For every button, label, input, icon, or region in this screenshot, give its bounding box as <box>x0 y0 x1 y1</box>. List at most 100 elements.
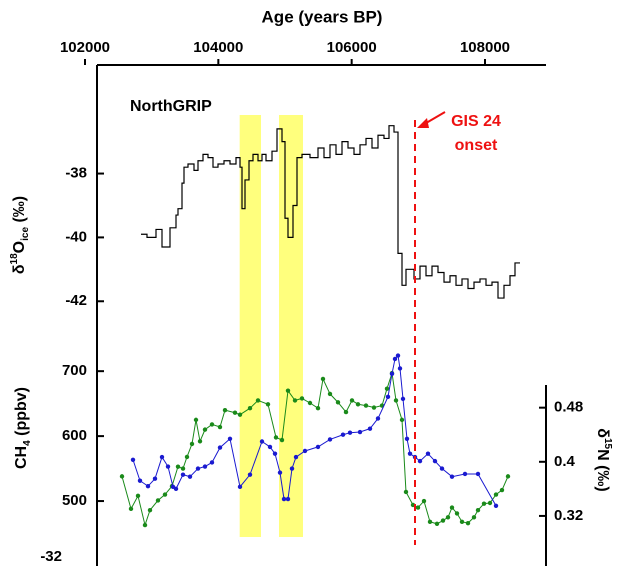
x-axis-title: Age (years BP) <box>262 7 383 26</box>
data-point <box>152 476 158 481</box>
data-point <box>202 464 208 469</box>
data-point <box>349 398 355 403</box>
data-point <box>237 412 243 417</box>
data-point <box>267 444 273 450</box>
data-point <box>499 487 505 493</box>
data-point <box>135 493 141 499</box>
data-point <box>227 436 233 441</box>
data-point <box>193 417 199 423</box>
data-point <box>307 400 313 406</box>
data-point <box>145 483 151 489</box>
data-point <box>277 470 283 475</box>
y-axis-title: CH4 (ppbv) <box>13 387 32 469</box>
label-part: 4 <box>22 440 33 446</box>
y-tick-label: 500 <box>62 492 87 509</box>
data-point <box>399 417 405 423</box>
label-part: 15 <box>602 438 613 450</box>
data-point <box>197 439 203 444</box>
data-point <box>475 471 481 477</box>
data-point <box>367 426 373 431</box>
data-point <box>375 416 381 421</box>
data-point <box>165 464 171 469</box>
data-point <box>440 518 446 523</box>
series-line <box>121 372 509 527</box>
data-point <box>493 503 499 508</box>
data-point <box>471 515 477 520</box>
series-line <box>132 354 497 507</box>
data-point <box>315 444 321 450</box>
data-point <box>355 402 361 407</box>
data-point <box>232 410 238 415</box>
data-point <box>320 376 326 382</box>
label-part: (‰) <box>11 196 28 227</box>
annotation: onset <box>455 137 498 154</box>
data-point <box>454 511 460 516</box>
label-part: 18 <box>9 253 20 265</box>
label-part: (ppbv) <box>13 387 30 440</box>
data-point <box>493 492 499 497</box>
data-point <box>459 519 465 525</box>
data-point <box>393 398 399 403</box>
data-point <box>299 396 305 401</box>
y-tick-label: 600 <box>62 427 87 444</box>
data-point <box>385 394 391 400</box>
y-tick-label: -38 <box>65 165 87 182</box>
label-part: CH <box>13 446 30 469</box>
data-point <box>384 386 390 391</box>
data-point <box>184 454 190 460</box>
label-part: O <box>11 241 28 253</box>
data-point <box>462 471 468 477</box>
data-point <box>175 464 181 469</box>
data-point <box>363 403 369 408</box>
y-tick-label: 700 <box>62 362 87 379</box>
data-point <box>272 451 278 456</box>
data-point <box>273 435 279 440</box>
data-point <box>293 454 299 460</box>
data-point <box>397 366 403 371</box>
x-tick-label: 104000 <box>193 39 243 56</box>
data-point <box>265 402 271 407</box>
y2-axis-title: δ15N (‰) <box>594 428 614 491</box>
data-point <box>209 422 215 427</box>
label-part: δ <box>594 428 611 438</box>
x-tick-label: 106000 <box>327 39 377 56</box>
data-point <box>159 454 165 460</box>
data-point <box>255 398 261 403</box>
data-point <box>487 500 493 506</box>
data-point <box>340 432 346 437</box>
data-point <box>279 437 285 443</box>
data-point <box>180 472 186 477</box>
data-point <box>449 505 455 510</box>
data-point <box>389 371 395 377</box>
data-point <box>289 466 295 471</box>
panel-label: NorthGRIP <box>130 98 212 115</box>
data-point <box>180 466 186 471</box>
data-point <box>481 501 487 506</box>
data-point <box>281 496 287 502</box>
data-point <box>404 436 410 441</box>
data-point <box>347 430 353 435</box>
data-point <box>421 498 427 504</box>
data-point <box>315 405 321 411</box>
data-point <box>217 445 223 450</box>
stray-tick-label: -32 <box>40 548 62 565</box>
data-point <box>209 460 215 465</box>
data-point <box>302 448 308 454</box>
data-point <box>417 458 423 464</box>
x-tick-label: 108000 <box>460 39 510 56</box>
data-point <box>285 388 291 393</box>
data-point <box>162 492 168 497</box>
y-tick-label: -40 <box>65 228 87 245</box>
data-point <box>357 429 363 435</box>
data-point <box>128 506 134 512</box>
data-point <box>403 489 409 495</box>
data-point <box>335 400 341 405</box>
x-tick-label: 102000 <box>60 39 110 56</box>
data-point <box>142 522 148 528</box>
data-point <box>425 451 431 456</box>
data-point <box>465 520 471 526</box>
data-point <box>187 474 193 479</box>
data-point <box>427 519 433 525</box>
annotation-arrowhead <box>417 118 429 128</box>
